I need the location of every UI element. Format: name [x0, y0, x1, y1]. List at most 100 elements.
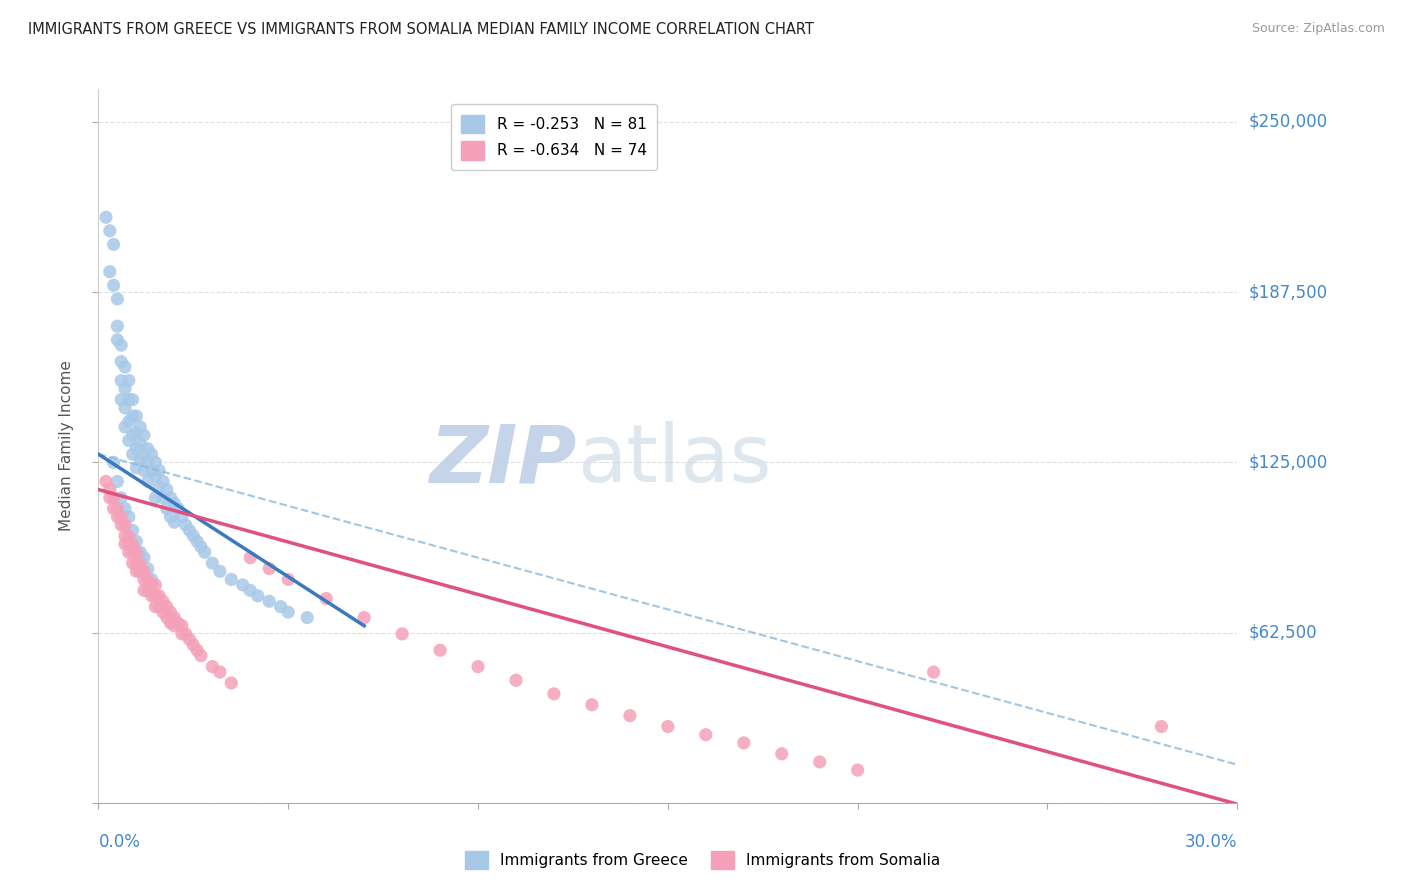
Point: [170, 619, 193, 633]
Point: [145, 599, 167, 614]
Point: [103, 237, 125, 252]
Point: [110, 491, 132, 505]
Point: [657, 720, 679, 734]
Point: [129, 556, 152, 570]
Point: [107, 501, 129, 516]
Point: [125, 409, 148, 423]
Point: [114, 401, 136, 415]
Point: [201, 659, 224, 673]
Legend: R = -0.253   N = 81, R = -0.634   N = 74: R = -0.253 N = 81, R = -0.634 N = 74: [451, 104, 657, 170]
Point: [118, 509, 141, 524]
Point: [353, 610, 375, 624]
Point: [103, 491, 125, 505]
Point: [179, 524, 201, 538]
Point: [98, 491, 121, 505]
Point: [114, 359, 136, 374]
Point: [208, 665, 231, 679]
Point: [179, 632, 201, 647]
Point: [152, 475, 174, 489]
Point: [136, 573, 159, 587]
Point: [297, 610, 319, 624]
Point: [277, 573, 299, 587]
Point: [183, 638, 205, 652]
Point: [114, 501, 136, 516]
Y-axis label: Median Family Income: Median Family Income: [59, 360, 75, 532]
Point: [118, 374, 141, 388]
Point: [107, 292, 129, 306]
Point: [136, 561, 159, 575]
Point: [1150, 720, 1173, 734]
Point: [121, 392, 143, 407]
Point: [110, 509, 132, 524]
Point: [107, 509, 129, 524]
Text: IMMIGRANTS FROM GREECE VS IMMIGRANTS FROM SOMALIA MEDIAN FAMILY INCOME CORRELATI: IMMIGRANTS FROM GREECE VS IMMIGRANTS FRO…: [28, 22, 814, 37]
Point: [163, 515, 186, 529]
Point: [98, 483, 121, 497]
Point: [110, 374, 132, 388]
Point: [121, 545, 143, 559]
Point: [581, 698, 603, 712]
Legend: Immigrants from Greece, Immigrants from Somalia: Immigrants from Greece, Immigrants from …: [460, 845, 946, 875]
Point: [159, 491, 181, 505]
Point: [315, 591, 337, 606]
Point: [156, 599, 179, 614]
Point: [201, 556, 224, 570]
Point: [259, 594, 281, 608]
Point: [148, 480, 170, 494]
Point: [114, 420, 136, 434]
Point: [129, 545, 152, 559]
Point: [186, 643, 208, 657]
Point: [246, 589, 269, 603]
Point: [145, 455, 167, 469]
Point: [190, 648, 212, 663]
Point: [152, 491, 174, 505]
Point: [118, 529, 141, 543]
Point: [846, 763, 869, 777]
Point: [114, 537, 136, 551]
Point: [132, 550, 155, 565]
Point: [141, 573, 163, 587]
Point: [174, 627, 197, 641]
Point: [159, 605, 181, 619]
Point: [132, 583, 155, 598]
Point: [125, 534, 148, 549]
Point: [141, 447, 163, 461]
Point: [121, 537, 143, 551]
Point: [277, 605, 299, 619]
Point: [194, 545, 217, 559]
Point: [141, 463, 163, 477]
Point: [132, 564, 155, 578]
Point: [270, 599, 292, 614]
Point: [98, 265, 121, 279]
Point: [121, 556, 143, 570]
Point: [163, 610, 186, 624]
Point: [163, 619, 186, 633]
Point: [221, 676, 243, 690]
Point: [136, 455, 159, 469]
Point: [114, 529, 136, 543]
Point: [159, 509, 181, 524]
Point: [145, 469, 167, 483]
Text: 0.0%: 0.0%: [98, 833, 141, 851]
Point: [132, 428, 155, 442]
Point: [808, 755, 831, 769]
Point: [107, 333, 129, 347]
Point: [129, 420, 152, 434]
Text: 30.0%: 30.0%: [1185, 833, 1237, 851]
Point: [125, 425, 148, 440]
Point: [118, 415, 141, 429]
Point: [167, 501, 190, 516]
Point: [208, 564, 231, 578]
Point: [94, 475, 117, 489]
Point: [129, 436, 152, 450]
Text: ZIP: ZIP: [429, 421, 576, 500]
Point: [239, 550, 262, 565]
Point: [770, 747, 793, 761]
Point: [543, 687, 565, 701]
Point: [141, 589, 163, 603]
Point: [121, 409, 143, 423]
Point: [103, 501, 125, 516]
Point: [232, 578, 254, 592]
Point: [125, 442, 148, 456]
Text: $125,000: $125,000: [1249, 453, 1327, 471]
